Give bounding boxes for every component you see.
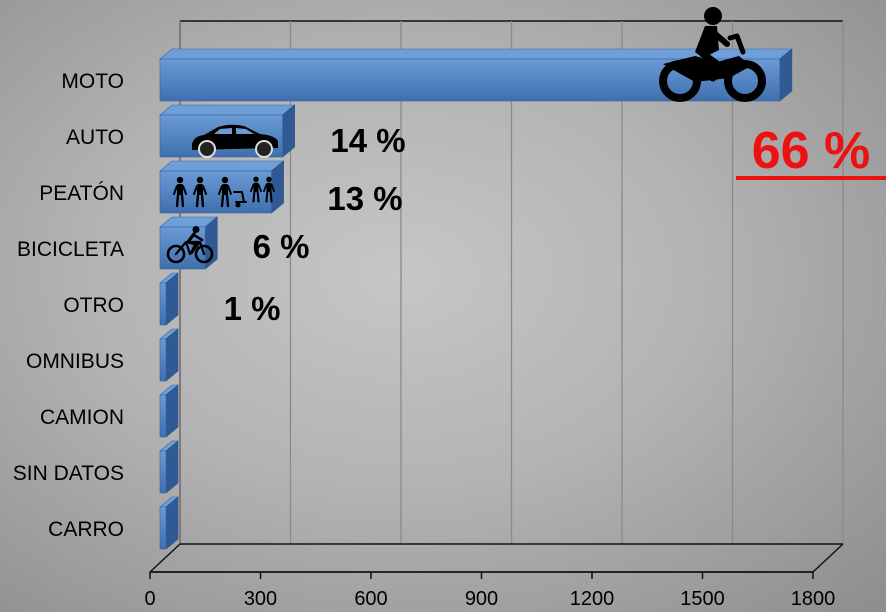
x-tick-label: 300: [244, 588, 277, 610]
x-tick-label: 600: [354, 588, 387, 610]
bar-front-face: [159, 338, 167, 382]
x-tick-label: 900: [465, 588, 498, 610]
category-label-bicicleta: BICICLETA: [17, 238, 124, 261]
x-axis: 0 300 600 900 1200 1500 1800: [144, 572, 835, 610]
bar-front-face: [159, 282, 167, 326]
bar-top-face: [159, 104, 296, 116]
x-tick-label: 1200: [570, 588, 615, 610]
bar-front-face: [159, 506, 167, 550]
car-icon: [192, 124, 278, 158]
category-label-peaton: PEATÓN: [39, 182, 124, 205]
x-tick-label: 0: [144, 588, 155, 610]
percent-label-auto: 14 %: [330, 122, 405, 159]
category-label-moto: MOTO: [61, 70, 124, 93]
percent-annotations: 66 % 14 % 13 % 6 % 1 %: [224, 122, 886, 327]
percent-label-moto: 66 %: [752, 122, 871, 180]
bar-camion: [159, 384, 179, 438]
pedestrians-icon: [173, 176, 275, 208]
percent-label-otro: 1 %: [224, 290, 281, 327]
bar-front-face: [159, 394, 167, 438]
bar-front-face: [159, 450, 167, 494]
bar-carro: [159, 496, 179, 550]
category-label-auto: AUTO: [66, 126, 124, 149]
category-label-otro: OTRO: [63, 294, 124, 317]
category-label-carro: CARRO: [48, 518, 124, 541]
bar-omnibus: [159, 328, 179, 382]
category-label-sin-datos: SIN DATOS: [13, 462, 124, 485]
category-labels: MOTO AUTO PEATÓN BICICLETA OTRO OMNIBUS CAMION…: [13, 70, 124, 541]
cyclist-icon: [166, 226, 214, 264]
percent-label-bicicleta: 6 %: [253, 228, 310, 265]
bar-icons: [166, 7, 766, 264]
bar-bicicleta: [159, 216, 219, 270]
motorcycle-rider-icon: [659, 7, 766, 102]
bar-top-face: [159, 160, 285, 172]
floor-right-edge: [812, 543, 844, 573]
percent-label-peaton: 13 %: [327, 180, 402, 217]
category-label-omnibus: OMNIBUS: [26, 350, 124, 373]
x-tick-label: 1800: [791, 588, 836, 610]
bar-otro: [159, 272, 179, 326]
bar-sin-datos: [159, 440, 179, 494]
x-tick-label: 1500: [680, 588, 725, 610]
floor-left-edge: [149, 543, 181, 573]
category-label-camion: CAMION: [40, 406, 124, 429]
